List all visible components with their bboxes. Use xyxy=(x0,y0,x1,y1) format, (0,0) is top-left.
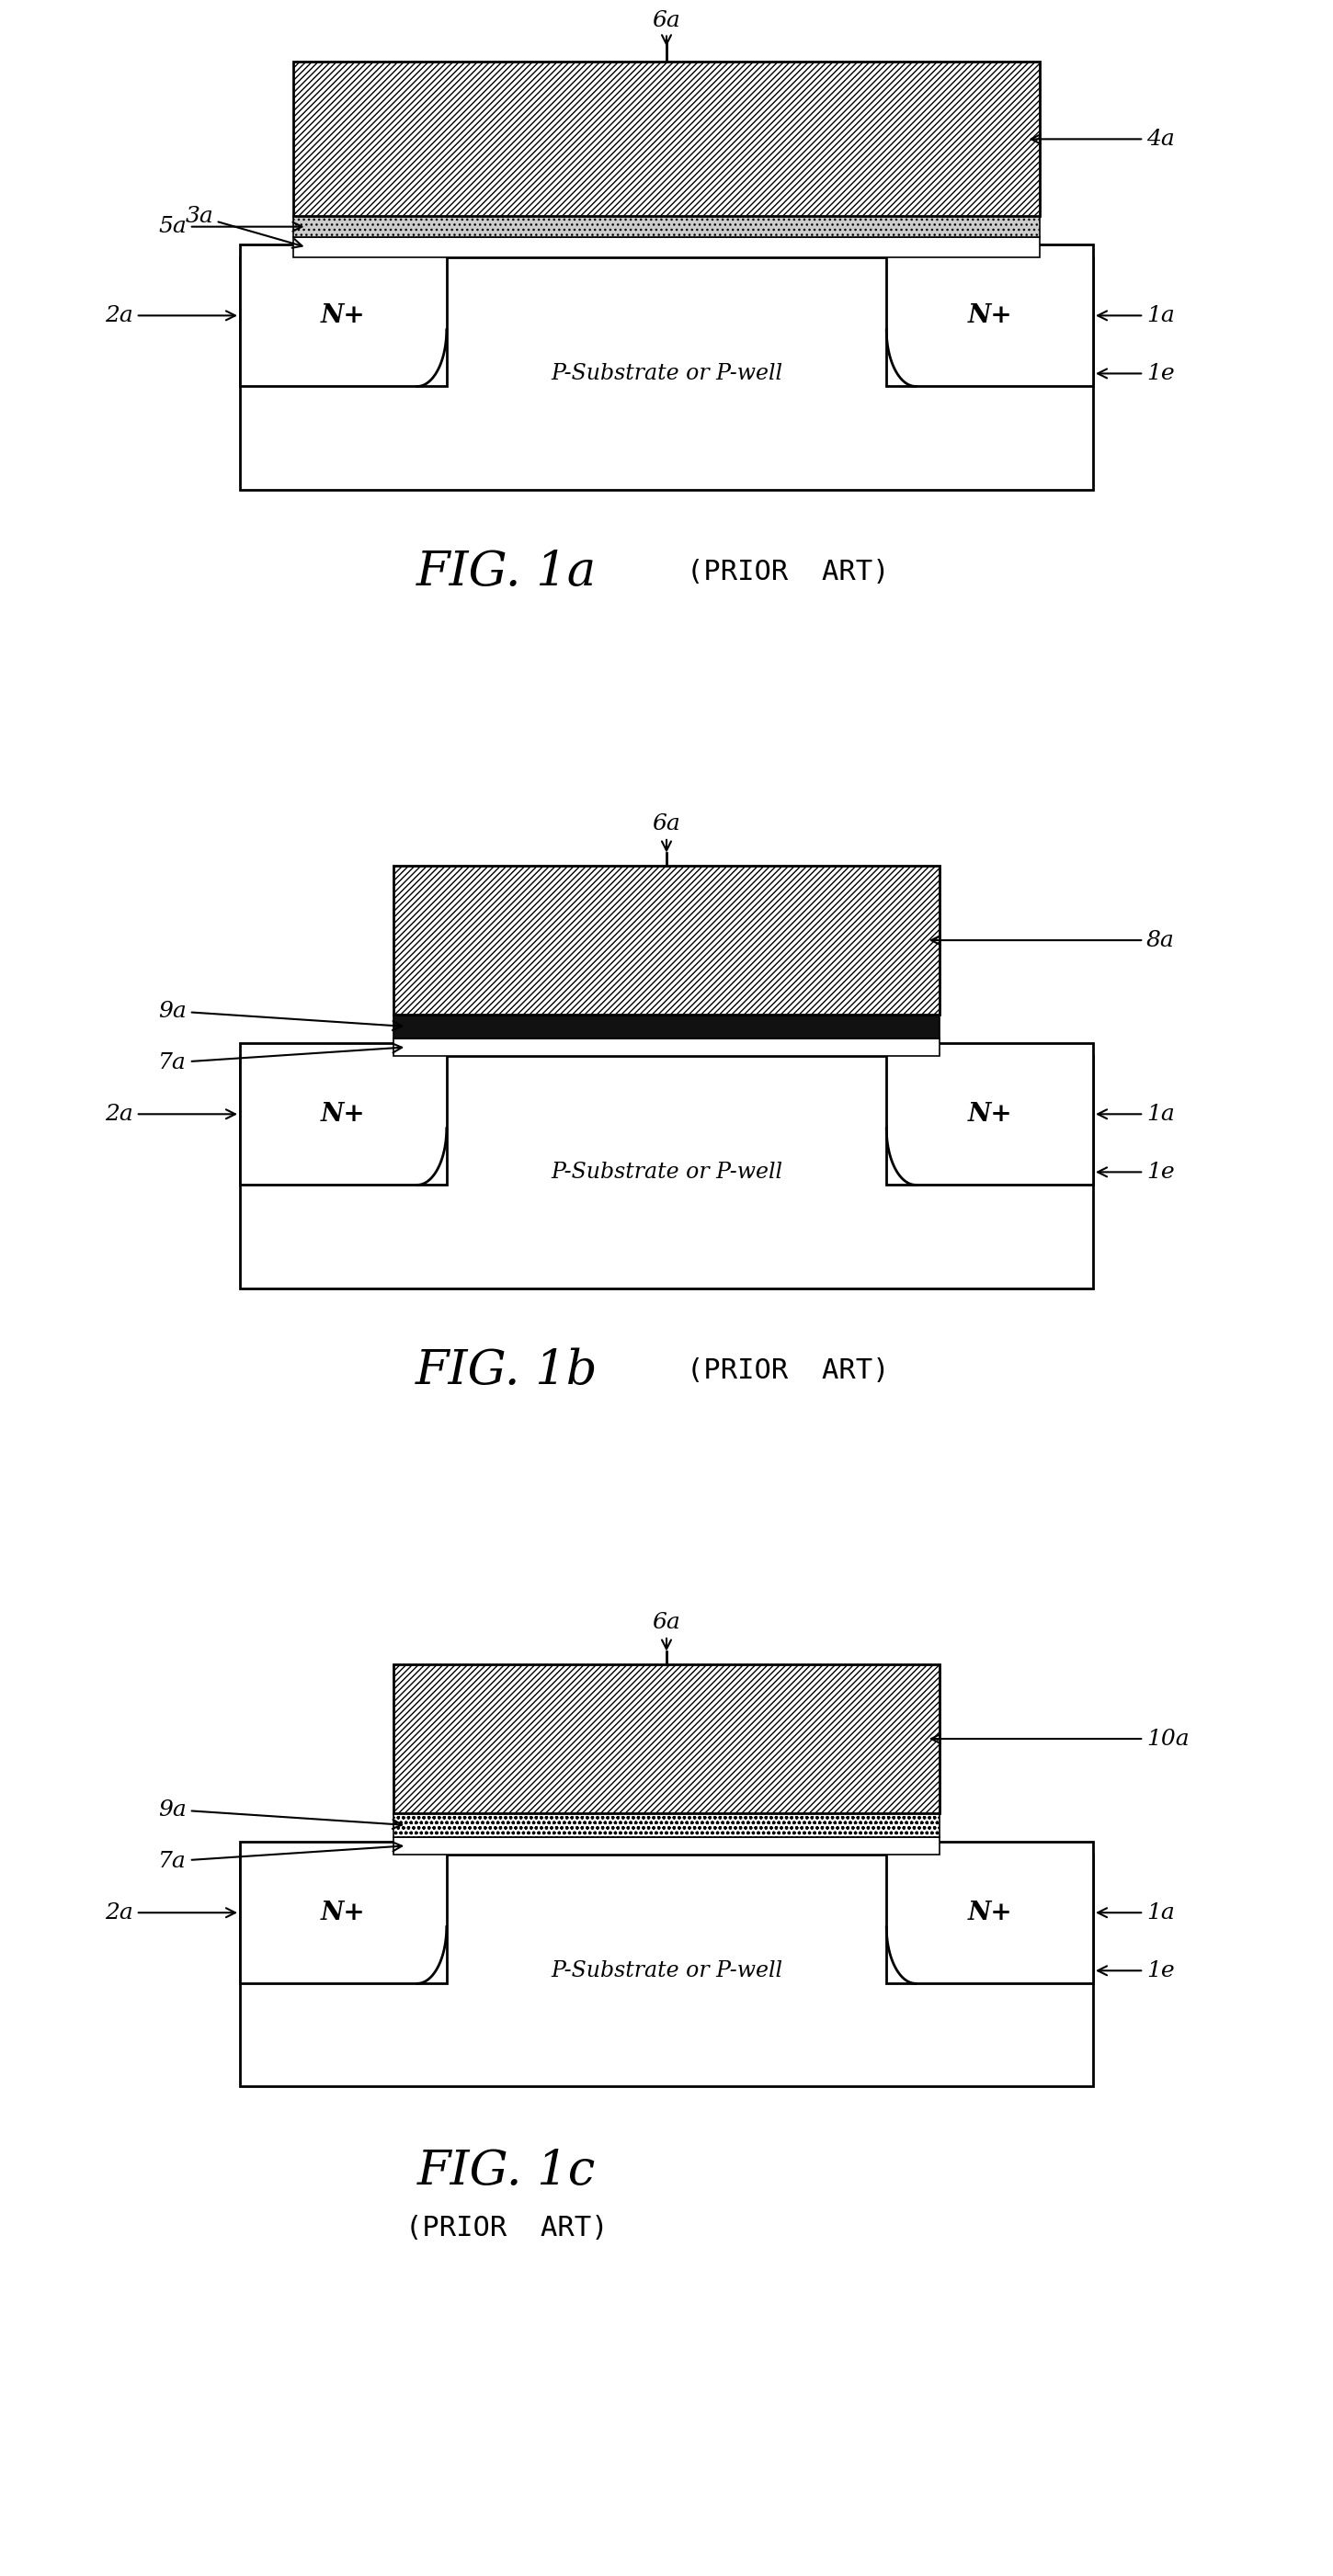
Text: 6a: 6a xyxy=(652,10,681,44)
Text: 10a: 10a xyxy=(932,1728,1189,1749)
Text: 1a: 1a xyxy=(1098,1901,1174,1924)
Text: 9a: 9a xyxy=(159,1798,401,1829)
Bar xyxy=(293,237,1040,258)
Text: N+: N+ xyxy=(321,304,365,327)
Text: 6a: 6a xyxy=(652,1613,681,1649)
Text: (PRIOR  ART): (PRIOR ART) xyxy=(405,2215,608,2241)
Text: 1e: 1e xyxy=(1098,363,1174,384)
Text: N+: N+ xyxy=(321,1901,365,1924)
Text: 5a: 5a xyxy=(159,216,301,237)
Text: FIG. 1c: FIG. 1c xyxy=(417,2148,596,2195)
Text: 7a: 7a xyxy=(159,1842,401,1873)
Text: 2a: 2a xyxy=(105,1103,235,1126)
Text: 8a: 8a xyxy=(932,930,1174,951)
Text: N+: N+ xyxy=(321,1103,365,1126)
Bar xyxy=(393,1015,940,1038)
Text: P-Substrate or P-well: P-Substrate or P-well xyxy=(551,1960,782,1981)
Text: 4a: 4a xyxy=(1032,129,1174,149)
Text: N+: N+ xyxy=(968,304,1012,327)
Text: 1e: 1e xyxy=(1098,1162,1174,1182)
Bar xyxy=(240,1043,447,1185)
Text: 6a: 6a xyxy=(652,814,681,850)
Bar xyxy=(240,258,1093,489)
Text: (PRIOR  ART): (PRIOR ART) xyxy=(686,1358,889,1383)
Bar xyxy=(393,1664,940,1814)
Bar xyxy=(240,245,447,386)
Text: 3a: 3a xyxy=(185,206,303,247)
Text: P-Substrate or P-well: P-Substrate or P-well xyxy=(551,1162,782,1182)
Bar xyxy=(393,1038,940,1056)
Text: 2a: 2a xyxy=(105,1901,235,1924)
Bar xyxy=(393,1837,940,1855)
Text: N+: N+ xyxy=(968,1103,1012,1126)
Text: (PRIOR  ART): (PRIOR ART) xyxy=(686,559,889,585)
Text: 1a: 1a xyxy=(1098,1103,1174,1126)
Bar xyxy=(393,1814,940,1837)
Text: P-Substrate or P-well: P-Substrate or P-well xyxy=(551,363,782,384)
Text: 2a: 2a xyxy=(105,304,235,327)
Text: N+: N+ xyxy=(968,1901,1012,1924)
Bar xyxy=(886,1842,1093,1984)
Bar xyxy=(240,1855,1093,2087)
Text: 1a: 1a xyxy=(1098,304,1174,327)
Bar xyxy=(240,1842,447,1984)
Text: FIG. 1a: FIG. 1a xyxy=(416,549,597,595)
Bar xyxy=(393,866,940,1015)
Bar xyxy=(293,216,1040,237)
Bar xyxy=(240,1056,1093,1288)
Text: 1e: 1e xyxy=(1098,1960,1174,1981)
Bar xyxy=(293,62,1040,216)
Text: 9a: 9a xyxy=(159,999,401,1030)
Bar xyxy=(886,1043,1093,1185)
Text: 7a: 7a xyxy=(159,1043,401,1074)
Bar xyxy=(886,245,1093,386)
Text: FIG. 1b: FIG. 1b xyxy=(416,1347,597,1394)
